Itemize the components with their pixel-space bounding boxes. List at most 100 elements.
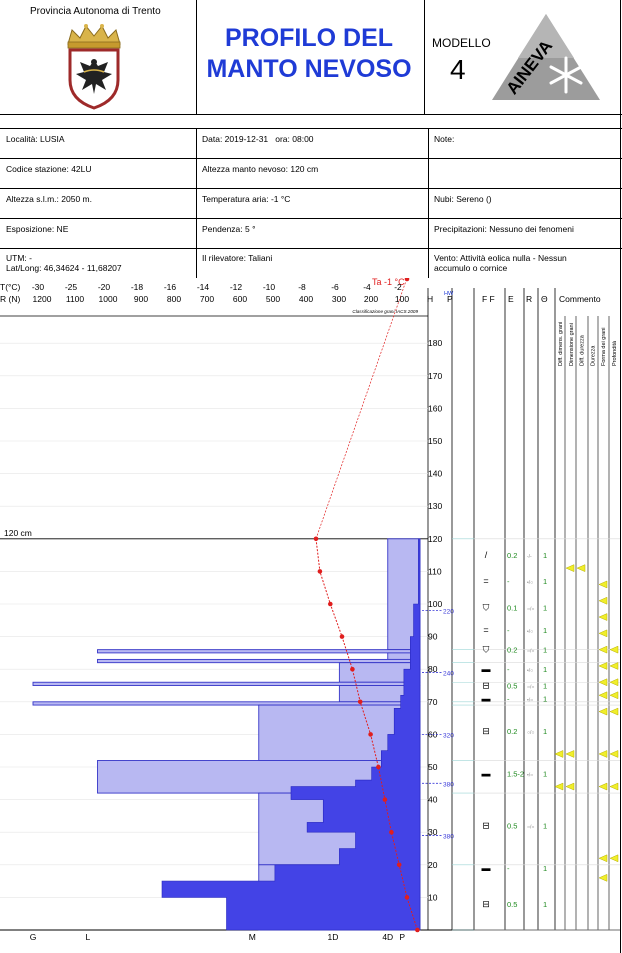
comment-marker [598,782,608,791]
rounding-value: ○/○ [527,825,534,831]
temperature-point [382,797,388,802]
grain-size-value: 0.2 [507,727,517,736]
wetness-value: 1 [543,822,547,831]
wetness-value: 1 [543,770,547,779]
wetness-value: 1 [543,551,547,560]
air-temperature-label: Ta -1 °C [372,278,405,287]
rounding-value: ○/○ [527,730,534,736]
grain-size-value: 0.2 [507,646,517,655]
temperature-point [328,601,333,607]
grain-size-value: - [507,577,510,586]
air-temperature-link [315,278,408,539]
comment-marker [598,629,608,638]
comment-marker [598,873,608,882]
hardness-layer [32,681,421,686]
province-name: Provincia Autonoma di Trento [30,6,161,17]
comment-marker [609,678,619,687]
temp-tick-label: -6 [331,282,339,292]
temperature-point [350,666,355,672]
comment-column-title: Diff. durezza [580,334,586,366]
comment-markers [554,564,619,882]
comment-marker [598,645,608,654]
comment-marker [609,691,619,700]
ram-profile-area [161,538,421,931]
temperature-point [376,764,381,770]
temperature-point [317,569,323,574]
wetness-value: 1 [543,603,547,612]
info-station: Codice stazione: 42LU [6,164,92,174]
comment-marker [598,596,608,605]
p-label: P [447,294,453,304]
comment-marker [598,854,608,863]
rounding-value: •/○ [527,629,533,635]
temp-tick-label: -25 [65,282,78,292]
wetness-value: 1 [543,695,547,704]
temp-tick-label: -12 [230,282,243,292]
temperature-point [368,732,373,737]
grain-form-symbol: ▬ [482,664,491,674]
rounding-value: •/○ [527,580,533,586]
res-tick-label: 200 [364,294,378,304]
comment-marker [609,662,619,670]
temp-tick-label: -10 [263,282,276,292]
wetness-value: 1 [543,864,547,873]
temperature-point [396,862,402,868]
grain-form-symbol: ▬ [482,769,491,779]
res-tick-label: 300 [332,294,346,304]
comment-column-title: Diff. dimens. grani [558,322,564,366]
info-air-temp: Temperatura aria: -1 °C [202,194,291,204]
column-header-e: E [508,294,514,304]
temp-tick-label: -8 [298,282,306,292]
hardness-scale-label: G [30,932,37,942]
height-tick-label: 40 [428,795,438,805]
comment-marker [598,580,608,589]
info-date: Data: 2019-12-31 ora: 08:00 [202,134,314,144]
comment-column-title: Profondità [612,340,618,366]
grain-size-value: - [507,695,510,704]
height-tick-label: 30 [428,827,438,837]
height-tick-label: 90 [428,632,438,642]
height-tick-label: 160 [428,403,442,413]
comment-column-title: Durezza [590,345,596,366]
rounding-value: •/○ [527,698,533,704]
grain-size-value: 0.1 [507,603,517,612]
height-tick-label: 180 [428,338,442,348]
height-tick-label: 80 [428,664,438,674]
info-clouds: Nubi: Sereno () [434,194,492,204]
density-label: 220 [443,609,454,616]
height-tick-label: 110 [428,566,442,576]
column-header-theta: Θ [541,294,548,304]
column-header-comment: Commento [559,294,601,304]
height-tick-label: 140 [428,469,442,479]
info-exposure: Esposizione: NE [6,224,69,234]
hardness-scale-label: 4D [382,932,393,942]
temp-tick-label: -16 [164,282,177,292]
rounding-value: ○/○ [527,685,534,691]
classification-note: Classificazione grani IACS 2009 [352,309,418,314]
title-line-1: PROFILO DEL [224,24,394,52]
height-tick-label: 10 [428,892,438,902]
info-wind: Vento: Attività eolica nulla - Nessun ac… [434,253,567,273]
chart-axes: T(°C) R (N) -30 -25 -20 -18 -16 -14 -12 -10 -8 -6 -4… [0,282,454,942]
comment-marker [609,707,619,716]
grain-size-value: - [507,864,510,873]
temp-tick-label: -20 [98,282,111,292]
height-tick-label: 100 [428,599,442,609]
temp-axis-label: T(°C) [0,282,21,292]
title-line-2: MANTO NEVOSO [206,55,412,83]
grain-size-value: - [507,626,510,635]
hardness-scale-label: M [249,932,256,942]
temp-tick-label: -18 [131,282,144,292]
temperature-profile: Ta -1 °C [313,278,420,933]
comment-marker [565,564,575,573]
res-tick-label: 400 [299,294,313,304]
comment-marker [576,564,586,573]
density-label: 380 [443,781,454,788]
comment-marker [554,782,564,791]
res-tick-label: 1100 [66,294,85,304]
temperature-point [415,927,420,933]
wetness-value: 1 [543,665,547,674]
grain-form-symbol: ▬ [482,694,491,704]
temp-tick-label: -14 [197,282,210,292]
res-tick-label: 500 [266,294,280,304]
